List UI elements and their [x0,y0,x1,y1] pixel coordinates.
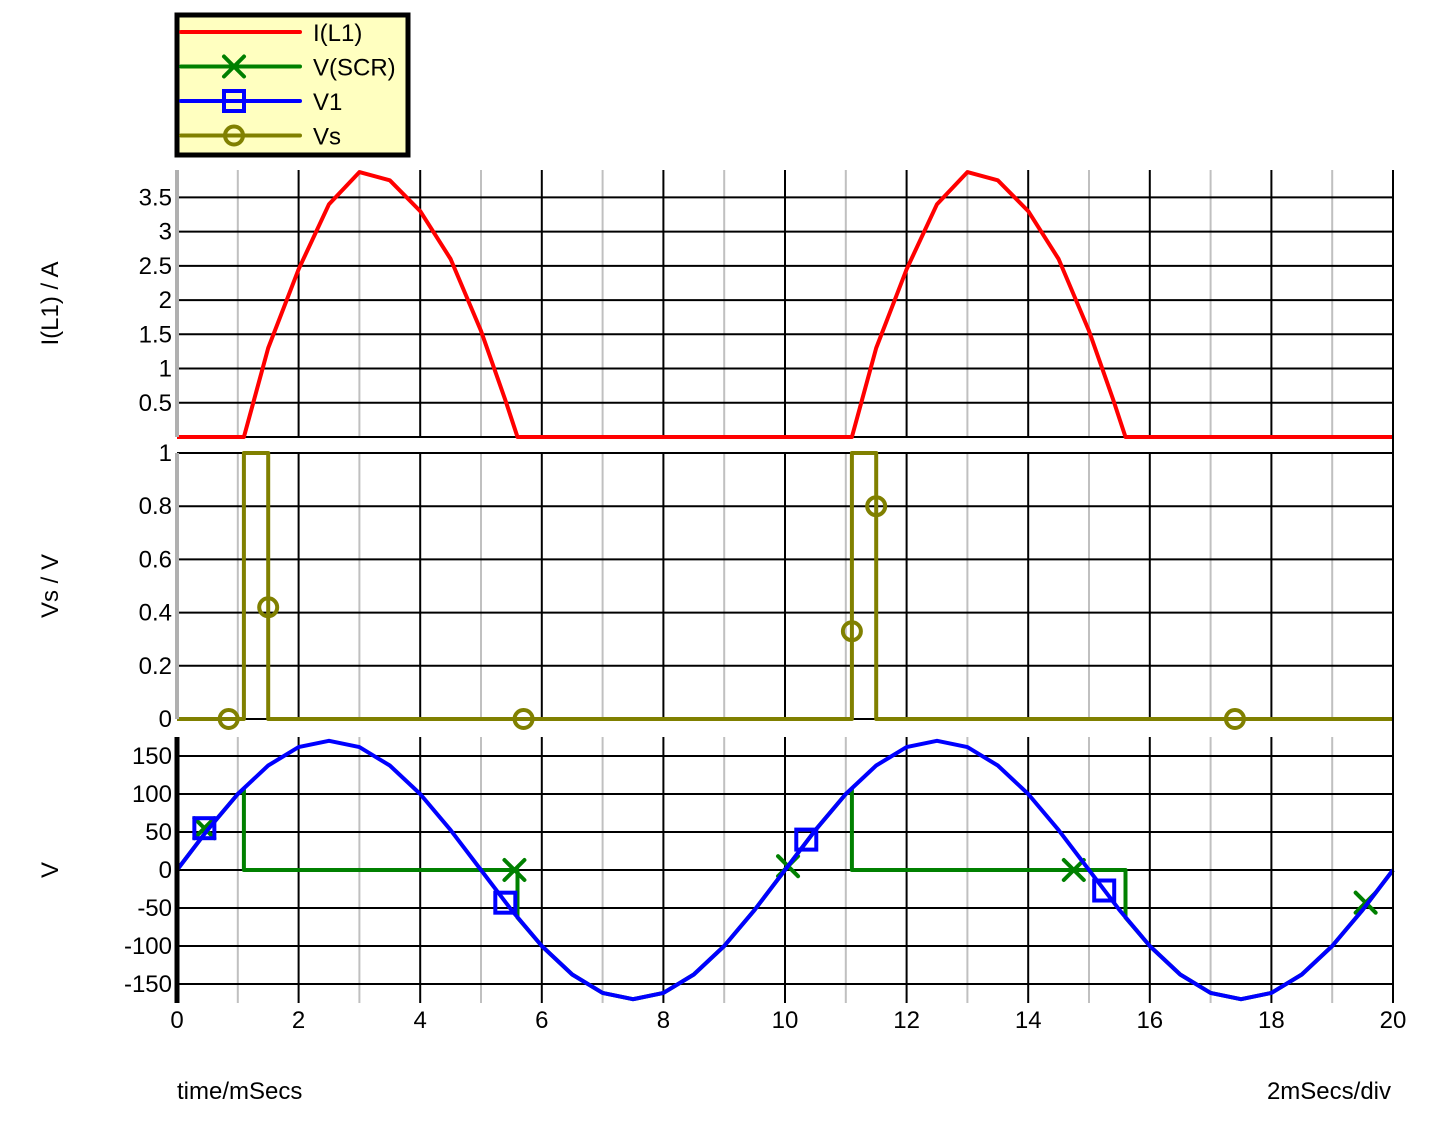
marker-v-scr- [192,816,217,841]
y-tick-label: 1 [159,440,172,467]
y-tick-label: 2 [159,287,172,314]
y-tick-label: -50 [137,895,172,922]
marker-vs [840,620,863,643]
x-tick-label: 6 [535,1007,548,1034]
legend-marker-cross [222,54,246,79]
x-tick-label: 12 [893,1007,920,1034]
marker-vs [1223,708,1246,730]
y-tick-label: 0.8 [139,493,172,520]
x-tick-label: 18 [1258,1007,1285,1034]
y-tick-label: 3.5 [139,184,172,211]
marker-vs [865,495,888,518]
x-tick-label: 2 [292,1007,305,1034]
x-tick-label: 0 [170,1007,183,1034]
legend-marker-circle [223,124,245,147]
legend-label: I(L1) [313,20,362,47]
marker-vs [512,708,535,730]
y-tick-label: 0.6 [139,546,172,573]
cross-stroke [502,858,527,882]
marker-v1 [794,827,819,852]
x-tick-label: 14 [1015,1007,1042,1034]
x-scale-note: 2mSecs/div [1267,1078,1391,1105]
x-axis-label: time/mSecs [177,1078,302,1105]
marker-v1 [1092,878,1117,903]
marker-v-scr- [502,858,527,882]
y-tick-label: 0.4 [139,600,172,627]
marker-v1 [192,816,217,841]
x-tick-label: 16 [1136,1007,1163,1034]
y-tick-label: -150 [124,971,172,998]
cross-stroke [222,54,246,79]
y-tick-label: 2.5 [139,253,172,280]
legend-marker-square [222,89,246,113]
series-line-i-l1- [177,170,1393,439]
x-tick-label: 20 [1380,1007,1407,1034]
x-tick-label: 10 [772,1007,799,1034]
y-tick-label: 1.5 [139,321,172,348]
marker-v-scr- [1061,858,1086,882]
legend-label: V1 [313,89,342,116]
y-tick-label: 0 [159,857,172,884]
y-tick-label: 0.2 [139,653,172,680]
series-line-v1 [175,738,1395,1002]
x-tick-label: 4 [414,1007,427,1034]
y-tick-label: 3 [159,219,172,246]
cross-stroke [192,816,217,841]
marker-vs [217,708,240,730]
legend: I(L1) V(SCR) V1 Vs [174,12,411,158]
legend-label: Vs [313,124,341,151]
y-tick-label: 50 [145,819,172,846]
series-line-vs [177,451,1393,721]
y-tick-label: 0 [159,706,172,733]
y-tick-label: 0.5 [139,390,172,417]
y-tick-label: -100 [124,933,172,960]
cross-stroke [1061,858,1086,882]
y-tick-label: 150 [132,743,172,770]
axes: 0.5 1 1.5 2 2.5 3 3.5 I(L1) / A 0 0.2 0.4 0.6 0.8 1 Vs… [37,170,1406,1034]
y-tick-label: 100 [132,781,172,808]
y-axis-label: Vs / V [37,554,64,618]
y-axis-label: V [37,862,64,878]
grid [177,170,1394,1003]
y-tick-label: 1 [159,356,172,383]
y-axis-label: I(L1) / A [37,261,64,345]
series-layer [175,170,1395,1002]
legend-label: V(SCR) [313,55,396,82]
x-tick-label: 8 [657,1007,670,1034]
legend-box [174,12,411,158]
marker-v1 [493,890,518,915]
marker-vs [257,596,280,619]
